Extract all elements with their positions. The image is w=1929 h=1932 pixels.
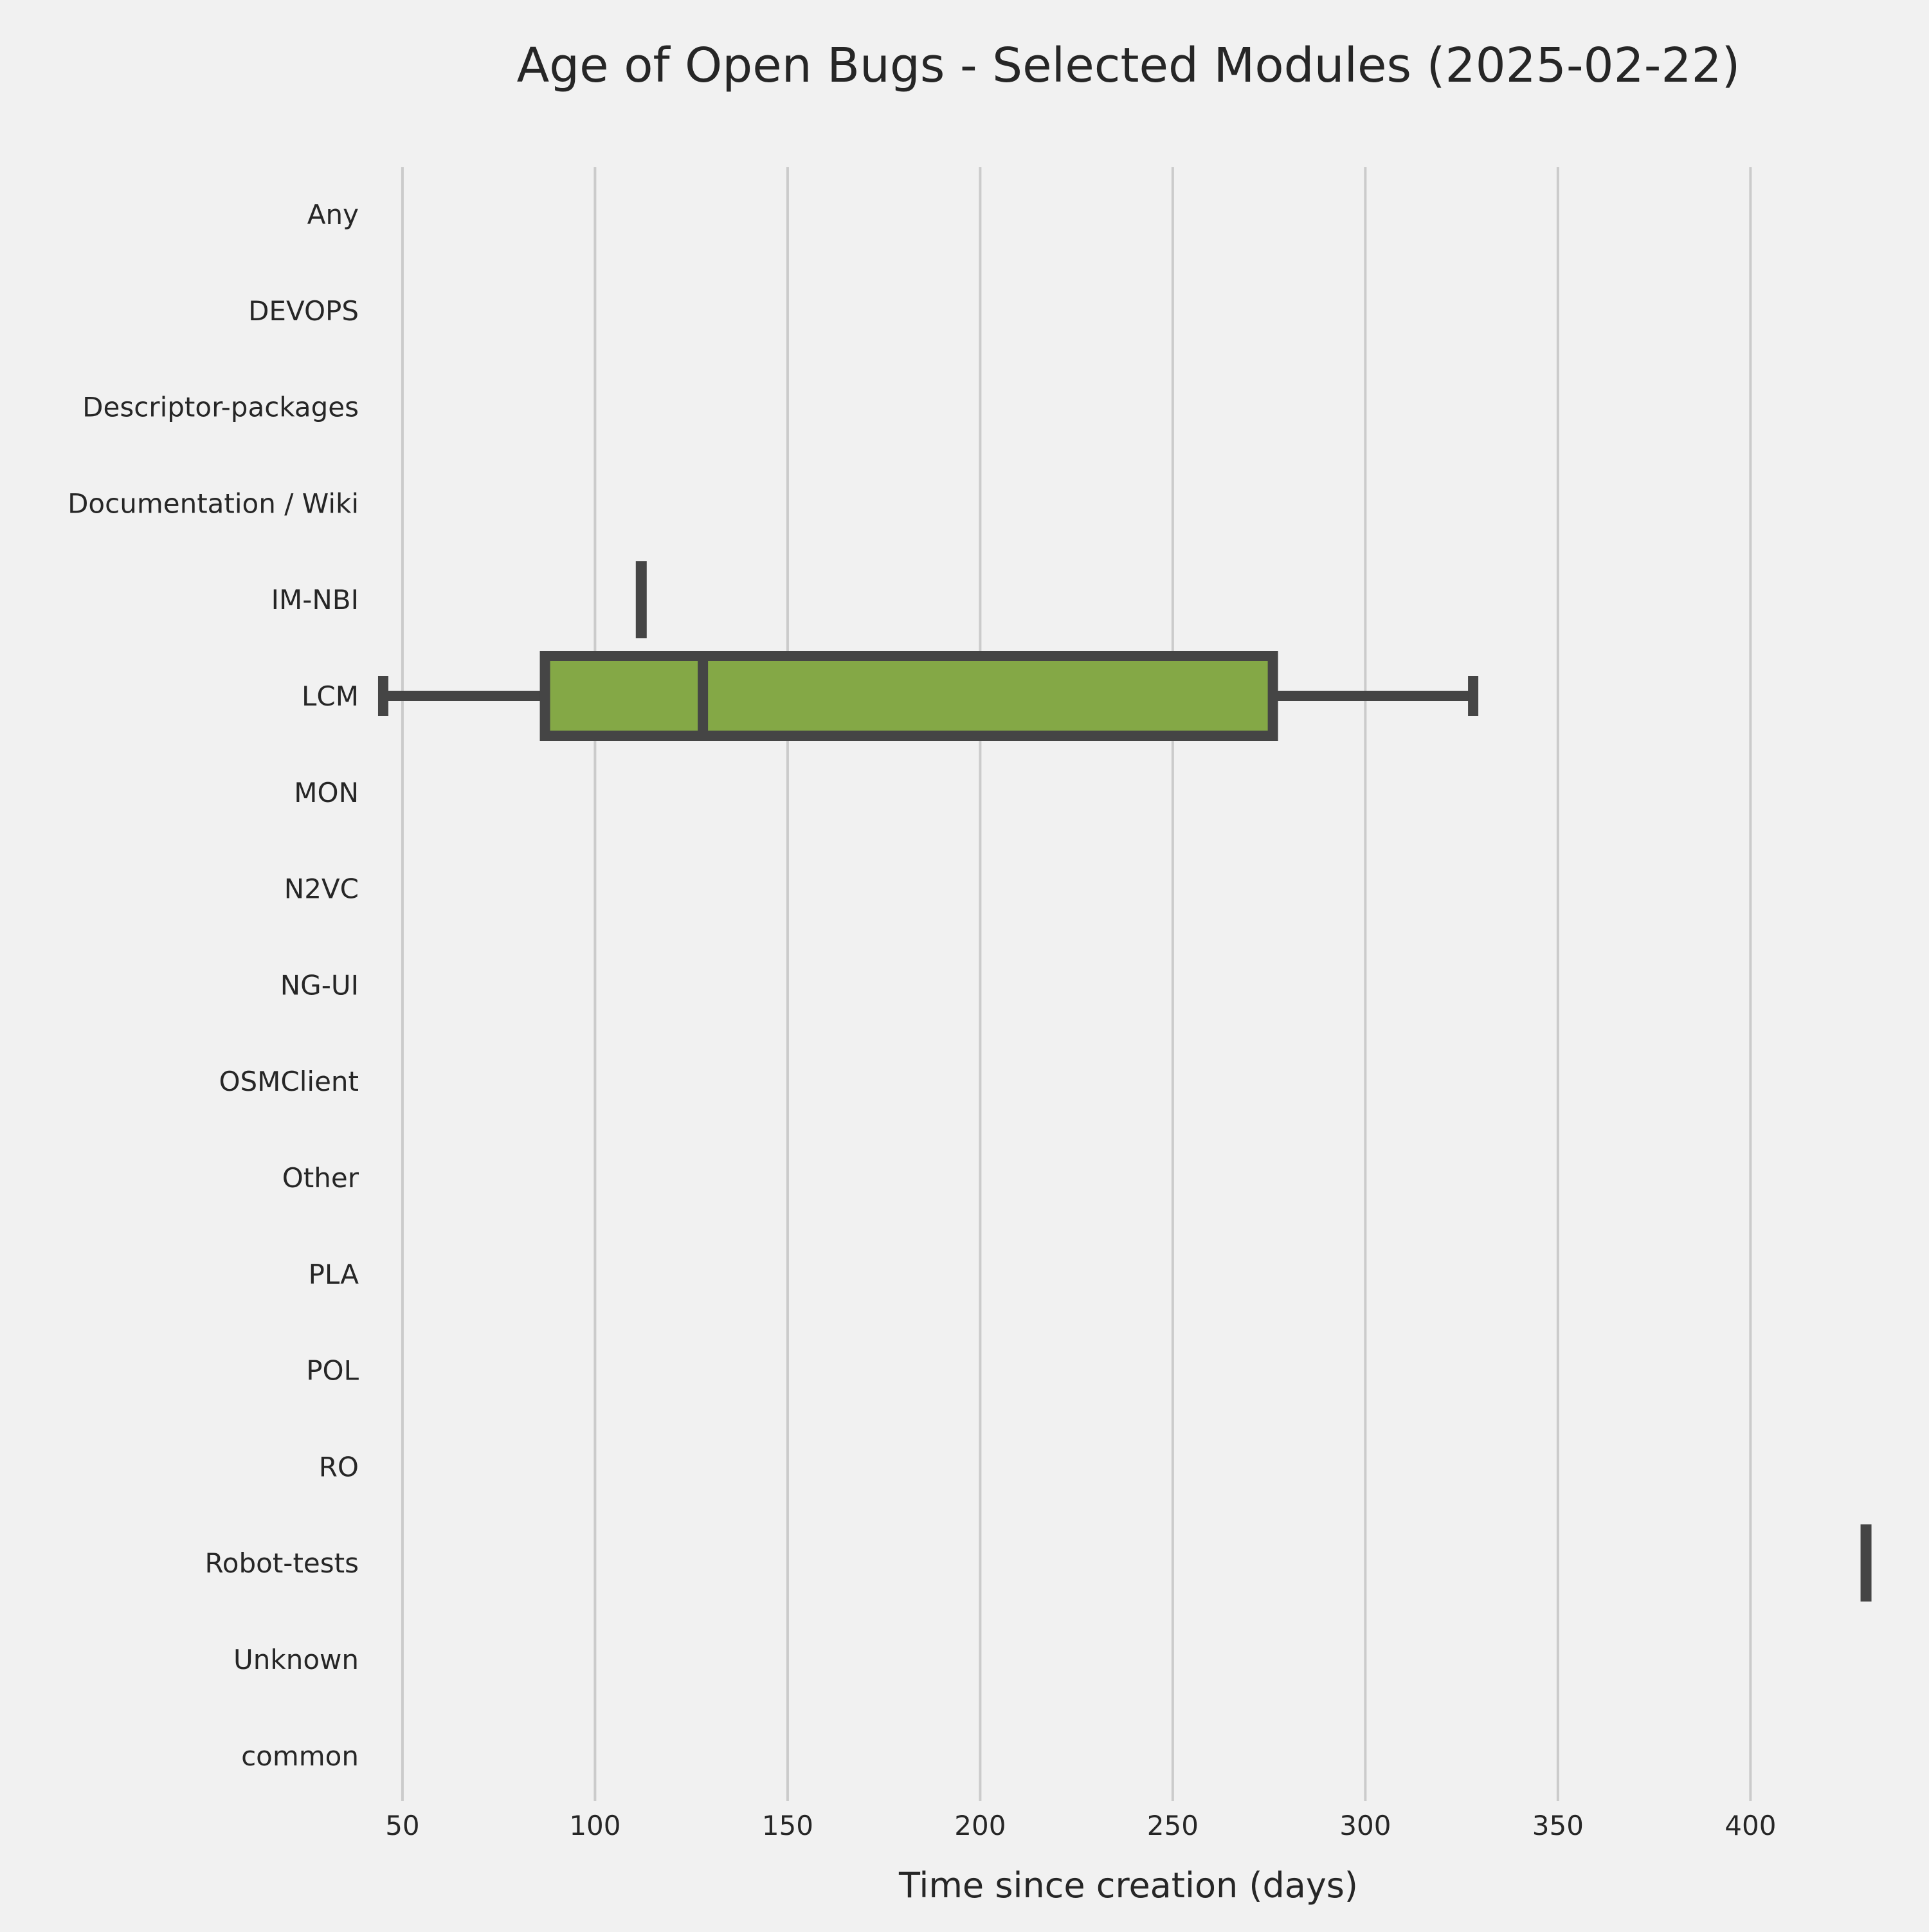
y-tick-label: OSMClient <box>219 1066 359 1097</box>
y-tick-label: Any <box>307 199 359 230</box>
y-tick-label: IM-NBI <box>271 584 359 615</box>
y-tick-labels: Any DEVOPS Descriptor-packages Documentatio… <box>68 199 359 1772</box>
y-tick-label: DEVOPS <box>248 295 359 327</box>
box-iqr <box>539 651 1278 741</box>
y-tick-label: NG-UI <box>280 969 359 1001</box>
x-tick-label: 350 <box>1532 1810 1584 1841</box>
x-tick-label: 300 <box>1339 1810 1391 1841</box>
y-tick-label: POL <box>306 1355 359 1387</box>
y-tick-label: Other <box>282 1162 359 1194</box>
box-lcm <box>377 651 1479 741</box>
y-tick-label: RO <box>319 1451 359 1482</box>
x-tick-label: 200 <box>954 1810 1006 1841</box>
x-tick-label: 50 <box>385 1810 419 1841</box>
x-tick-label: 250 <box>1147 1810 1199 1841</box>
y-tick-label: MON <box>294 777 359 808</box>
x-tick-label: 150 <box>762 1810 813 1841</box>
y-tick-label: common <box>241 1740 359 1772</box>
y-tick-label: LCM <box>302 680 359 712</box>
x-tick-label: 400 <box>1725 1810 1776 1841</box>
x-tick-labels: 50 100 150 200 250 300 350 400 <box>385 1810 1776 1841</box>
x-axis-label: Time since creation (days) <box>898 1865 1358 1906</box>
y-tick-label: N2VC <box>284 873 359 905</box>
y-tick-label: Unknown <box>233 1644 359 1675</box>
y-tick-label: Descriptor-packages <box>82 392 359 423</box>
x-gridlines <box>401 167 1752 1801</box>
chart-title: Age of Open Bugs - Selected Modules (202… <box>517 38 1741 93</box>
box-series <box>377 561 1872 1602</box>
y-tick-label: Robot-tests <box>204 1547 359 1579</box>
y-tick-label: Documentation / Wiki <box>68 488 359 519</box>
x-tick-label: 100 <box>569 1810 620 1841</box>
y-tick-label: PLA <box>309 1259 359 1290</box>
